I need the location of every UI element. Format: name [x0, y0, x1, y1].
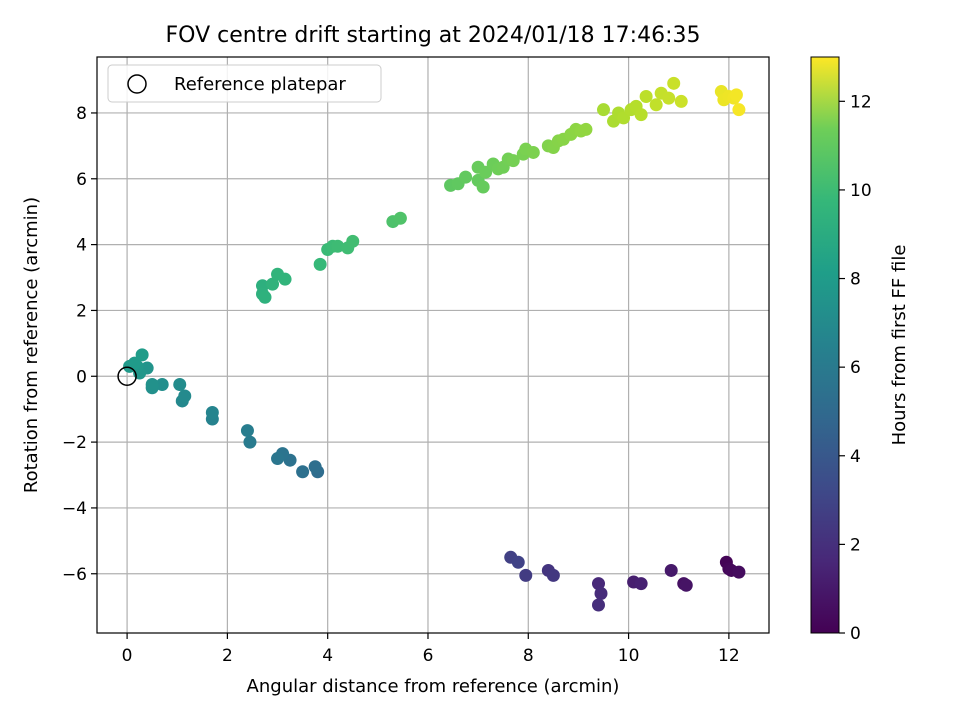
- data-point: [649, 98, 663, 112]
- colorbar-tick-label: 6: [850, 358, 861, 378]
- data-point: [173, 377, 187, 391]
- y-tick-label: 6: [76, 170, 87, 190]
- y-tick-label: 4: [76, 236, 87, 256]
- data-point: [594, 587, 608, 601]
- data-point: [662, 91, 676, 105]
- y-tick-label: 8: [76, 104, 87, 124]
- chart-title: FOV centre drift starting at 2024/01/18 …: [166, 23, 701, 48]
- data-point: [579, 122, 593, 136]
- data-point: [679, 578, 693, 592]
- data-point: [459, 170, 473, 184]
- data-point: [308, 460, 322, 474]
- data-point: [674, 94, 688, 108]
- colorbar-tick-label: 12: [850, 92, 872, 112]
- data-point: [597, 103, 611, 117]
- colorbar-ticks: 0 2 4 6 8 10 12: [839, 92, 872, 644]
- data-point: [266, 277, 280, 291]
- legend: Reference platepar: [107, 64, 382, 103]
- data-point: [278, 272, 292, 286]
- data-point: [155, 377, 169, 391]
- colorbar-tick-label: 10: [850, 181, 872, 201]
- x-tick-label: 10: [618, 646, 640, 666]
- x-tick-label: 0: [122, 646, 133, 666]
- data-point: [732, 565, 746, 579]
- colorbar-gradient: [810, 56, 840, 634]
- colorbar-tick-label: 0: [850, 624, 861, 644]
- data-point: [313, 257, 327, 271]
- data-point: [145, 377, 159, 391]
- y-tick-label: −2: [62, 433, 87, 453]
- y-tick-label: 2: [76, 301, 87, 321]
- data-point: [546, 568, 560, 582]
- data-point: [128, 356, 142, 370]
- data-point: [243, 435, 257, 449]
- legend-open-circle-icon: [127, 74, 147, 94]
- y-tick-label: 0: [76, 367, 87, 387]
- grid-lines: [97, 57, 769, 633]
- data-point: [526, 145, 540, 159]
- plot-area: 0 2 4 6 8 10 12 −6 −4 −2 0 2 4 6 8: [62, 56, 770, 666]
- data-point: [617, 111, 631, 125]
- data-point: [729, 88, 743, 102]
- x-tick-label: 4: [322, 646, 333, 666]
- colorbar-tick-label: 8: [850, 270, 861, 290]
- data-point: [178, 389, 192, 403]
- reference-platepar-marker: [117, 366, 137, 387]
- legend-label: Reference platepar: [174, 74, 346, 95]
- data-point: [296, 465, 310, 479]
- data-point: [476, 180, 490, 194]
- y-tick-label: −6: [62, 565, 87, 585]
- data-point: [667, 76, 681, 90]
- data-point: [135, 348, 149, 362]
- data-point: [591, 598, 605, 612]
- data-point: [511, 555, 525, 569]
- x-tick-label: 2: [222, 646, 233, 666]
- y-axis-ticks: −6 −4 −2 0 2 4 6 8: [62, 104, 97, 585]
- x-axis-ticks: 0 2 4 6 8 10 12: [122, 633, 740, 666]
- x-tick-label: 8: [523, 646, 534, 666]
- y-axis-label: Rotation from reference (arcmin): [21, 197, 42, 493]
- data-point: [506, 154, 520, 168]
- data-point: [271, 452, 285, 466]
- data-point: [732, 103, 746, 117]
- data-point: [479, 165, 493, 179]
- data-point: [639, 89, 653, 103]
- data-point: [591, 577, 605, 591]
- data-point: [205, 405, 219, 419]
- y-tick-label: −4: [62, 499, 87, 519]
- data-point: [634, 577, 648, 591]
- data-point: [634, 108, 648, 122]
- data-point: [240, 424, 254, 438]
- colorbar-label: Hours from first FF file: [889, 245, 910, 446]
- data-point: [664, 563, 678, 577]
- data-point: [393, 211, 407, 225]
- data-point: [346, 234, 360, 248]
- data-point: [331, 239, 345, 253]
- data-point: [258, 290, 272, 304]
- colorbar: 0 2 4 6 8 10 12 Hours from first FF file: [810, 56, 910, 644]
- x-axis-label: Angular distance from reference (arcmin): [247, 676, 620, 697]
- colorbar-tick-label: 4: [850, 447, 861, 467]
- x-tick-label: 6: [423, 646, 434, 666]
- plot-frame: [96, 56, 770, 634]
- colorbar-tick-label: 2: [850, 535, 861, 555]
- x-tick-label: 12: [718, 646, 740, 666]
- data-point: [519, 568, 533, 582]
